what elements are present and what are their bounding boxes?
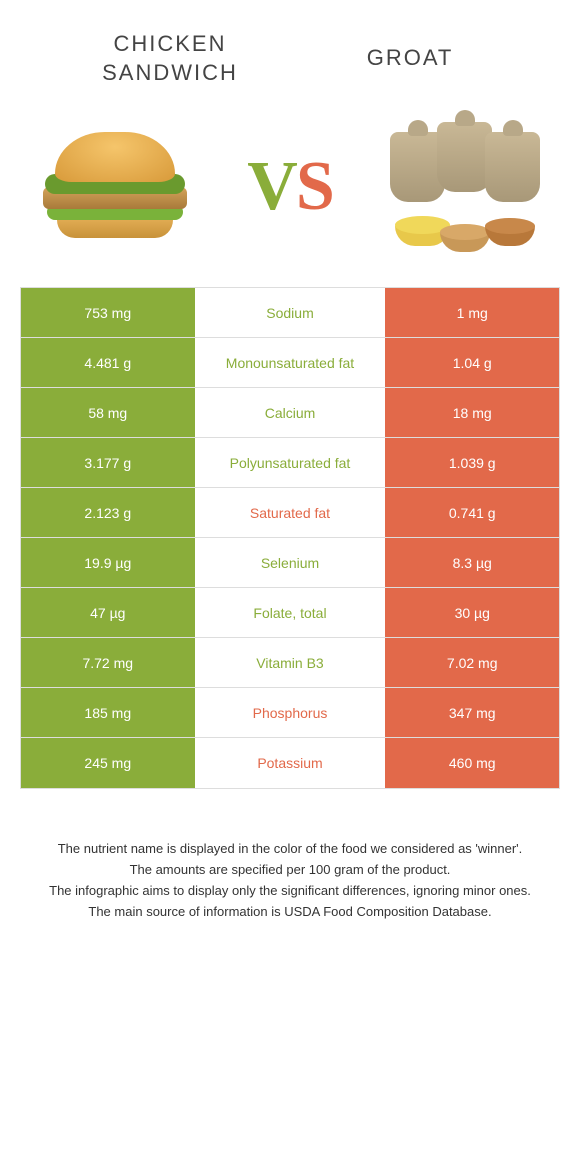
- nutrient-label: Sodium: [195, 288, 386, 337]
- left-value: 2.123 g: [21, 488, 195, 537]
- right-value: 30 µg: [385, 588, 559, 637]
- table-row: 7.72 mgVitamin B37.02 mg: [21, 638, 559, 688]
- left-value: 185 mg: [21, 688, 195, 737]
- right-value: 460 mg: [385, 738, 559, 788]
- right-value: 1.039 g: [385, 438, 559, 487]
- footer-notes: The nutrient name is displayed in the co…: [0, 789, 580, 942]
- left-value: 753 mg: [21, 288, 195, 337]
- table-row: 753 mgSodium1 mg: [21, 288, 559, 338]
- table-row: 19.9 µgSelenium8.3 µg: [21, 538, 559, 588]
- right-food-image: [380, 117, 550, 257]
- right-value: 7.02 mg: [385, 638, 559, 687]
- right-value: 8.3 µg: [385, 538, 559, 587]
- footer-line-2: The amounts are specified per 100 gram o…: [40, 860, 540, 881]
- right-value: 0.741 g: [385, 488, 559, 537]
- left-food-title: CHICKEN SANDWICH: [80, 30, 260, 87]
- table-row: 3.177 gPolyunsaturated fat1.039 g: [21, 438, 559, 488]
- groat-icon: [385, 122, 545, 252]
- nutrient-label: Folate, total: [195, 588, 386, 637]
- left-value: 58 mg: [21, 388, 195, 437]
- footer-line-3: The infographic aims to display only the…: [40, 881, 540, 902]
- header: CHICKEN SANDWICH GROAT: [0, 0, 580, 97]
- left-value: 47 µg: [21, 588, 195, 637]
- left-value: 7.72 mg: [21, 638, 195, 687]
- sandwich-icon: [35, 132, 195, 242]
- right-value: 1 mg: [385, 288, 559, 337]
- nutrient-label: Potassium: [195, 738, 386, 788]
- left-value: 19.9 µg: [21, 538, 195, 587]
- right-value: 347 mg: [385, 688, 559, 737]
- right-value: 18 mg: [385, 388, 559, 437]
- table-row: 4.481 gMonounsaturated fat1.04 g: [21, 338, 559, 388]
- table-row: 47 µgFolate, total30 µg: [21, 588, 559, 638]
- left-value: 245 mg: [21, 738, 195, 788]
- images-row: VS: [0, 97, 580, 287]
- nutrient-label: Monounsaturated fat: [195, 338, 386, 387]
- nutrient-label: Saturated fat: [195, 488, 386, 537]
- right-food-title: GROAT: [367, 44, 454, 73]
- right-value: 1.04 g: [385, 338, 559, 387]
- nutrient-label: Selenium: [195, 538, 386, 587]
- table-row: 2.123 gSaturated fat0.741 g: [21, 488, 559, 538]
- vs-label: VS: [247, 147, 333, 227]
- table-row: 58 mgCalcium18 mg: [21, 388, 559, 438]
- nutrient-label: Phosphorus: [195, 688, 386, 737]
- header-right: GROAT: [290, 30, 530, 87]
- table-row: 185 mgPhosphorus347 mg: [21, 688, 559, 738]
- nutrient-label: Vitamin B3: [195, 638, 386, 687]
- left-value: 3.177 g: [21, 438, 195, 487]
- nutrient-label: Polyunsaturated fat: [195, 438, 386, 487]
- table-row: 245 mgPotassium460 mg: [21, 738, 559, 788]
- vs-v-letter: V: [247, 148, 296, 225]
- header-left: CHICKEN SANDWICH: [50, 30, 290, 87]
- vs-s-letter: S: [296, 148, 333, 225]
- left-value: 4.481 g: [21, 338, 195, 387]
- left-food-image: [30, 117, 200, 257]
- nutrient-label: Calcium: [195, 388, 386, 437]
- footer-line-4: The main source of information is USDA F…: [40, 902, 540, 923]
- nutrition-table: 753 mgSodium1 mg4.481 gMonounsaturated f…: [20, 287, 560, 789]
- footer-line-1: The nutrient name is displayed in the co…: [40, 839, 540, 860]
